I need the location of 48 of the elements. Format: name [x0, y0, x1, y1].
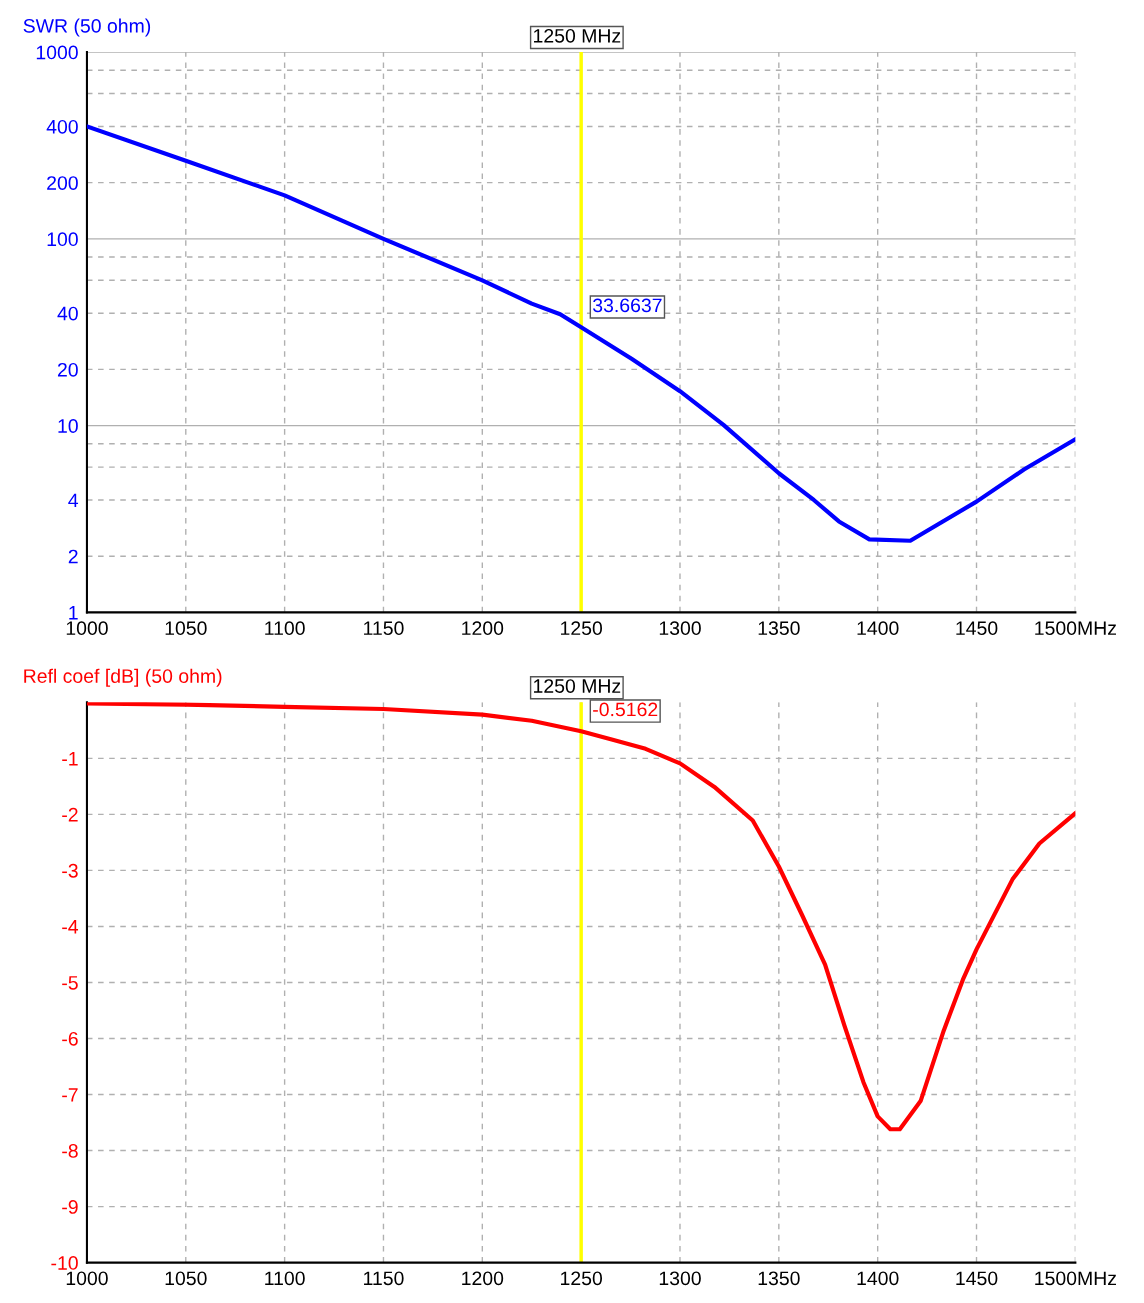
chart-title: SWR (50 ohm)	[23, 18, 151, 37]
y-tick-label: -8	[62, 1144, 78, 1158]
x-tick-label: 1500MHz	[1035, 1271, 1116, 1286]
x-tick-label: 1250	[561, 1271, 603, 1286]
y-tick-label: -10	[51, 1256, 78, 1270]
x-tick-label: 1300	[659, 621, 701, 636]
annotation: 33.6637	[593, 298, 662, 313]
y-tick-label: 20	[57, 362, 78, 377]
y-tick-label: -9	[62, 1200, 78, 1214]
x-tick-label: 1450	[956, 1271, 998, 1286]
line-series	[86, 124, 1076, 543]
y-tick-label: -3	[62, 863, 78, 878]
y-tick-label: 40	[57, 306, 78, 321]
y-tick-label: 400	[46, 119, 78, 134]
chart-title: Refl coef [dB] (50 ohm)	[24, 668, 222, 687]
y-tick-label: 100	[47, 232, 78, 247]
x-tick-label: 1250	[561, 621, 603, 636]
x-tick-label: 1450	[956, 621, 998, 636]
y-tick-label: 2	[68, 549, 78, 564]
y-tick-label: -2	[62, 807, 78, 822]
y-tick-label: -1	[62, 752, 78, 766]
x-tick-label: 1100	[265, 621, 305, 636]
x-tick-label: 1150	[364, 1271, 404, 1286]
x-tick-label: 1200	[462, 1271, 504, 1286]
x-tick-label: 1350	[758, 621, 800, 636]
y-tick-label: 4	[68, 493, 79, 508]
line-series	[86, 702, 1076, 1132]
y-tick-label: -7	[62, 1088, 78, 1102]
y-tick-label: 200	[47, 176, 78, 190]
x-tick-label: 1050	[165, 1271, 207, 1286]
ref-line-label: 1250 MHz	[534, 679, 621, 693]
x-tick-label: 1400	[857, 621, 899, 636]
y-tick-label: -5	[62, 976, 78, 990]
x-tick-label: 1100	[265, 1271, 305, 1286]
x-tick-label: 1050	[165, 621, 207, 636]
y-tick-label: -4	[62, 920, 79, 934]
x-tick-label: 1350	[758, 1271, 800, 1286]
x-tick-label: 1400	[857, 1271, 899, 1286]
y-tick-label: 10	[58, 419, 78, 433]
x-tick-label: 1300	[659, 1271, 701, 1286]
y-tick-label: 1	[69, 606, 78, 620]
y-tick-label: -6	[62, 1031, 78, 1046]
annotation: -0.5162	[593, 702, 658, 717]
y-tick-label: 1000	[36, 45, 78, 60]
x-tick-label: 1200	[462, 621, 504, 636]
ref-line-label: 1250 MHz	[534, 28, 621, 43]
x-tick-label: 1150	[364, 621, 404, 636]
x-tick-label: 1500MHz	[1035, 621, 1116, 636]
